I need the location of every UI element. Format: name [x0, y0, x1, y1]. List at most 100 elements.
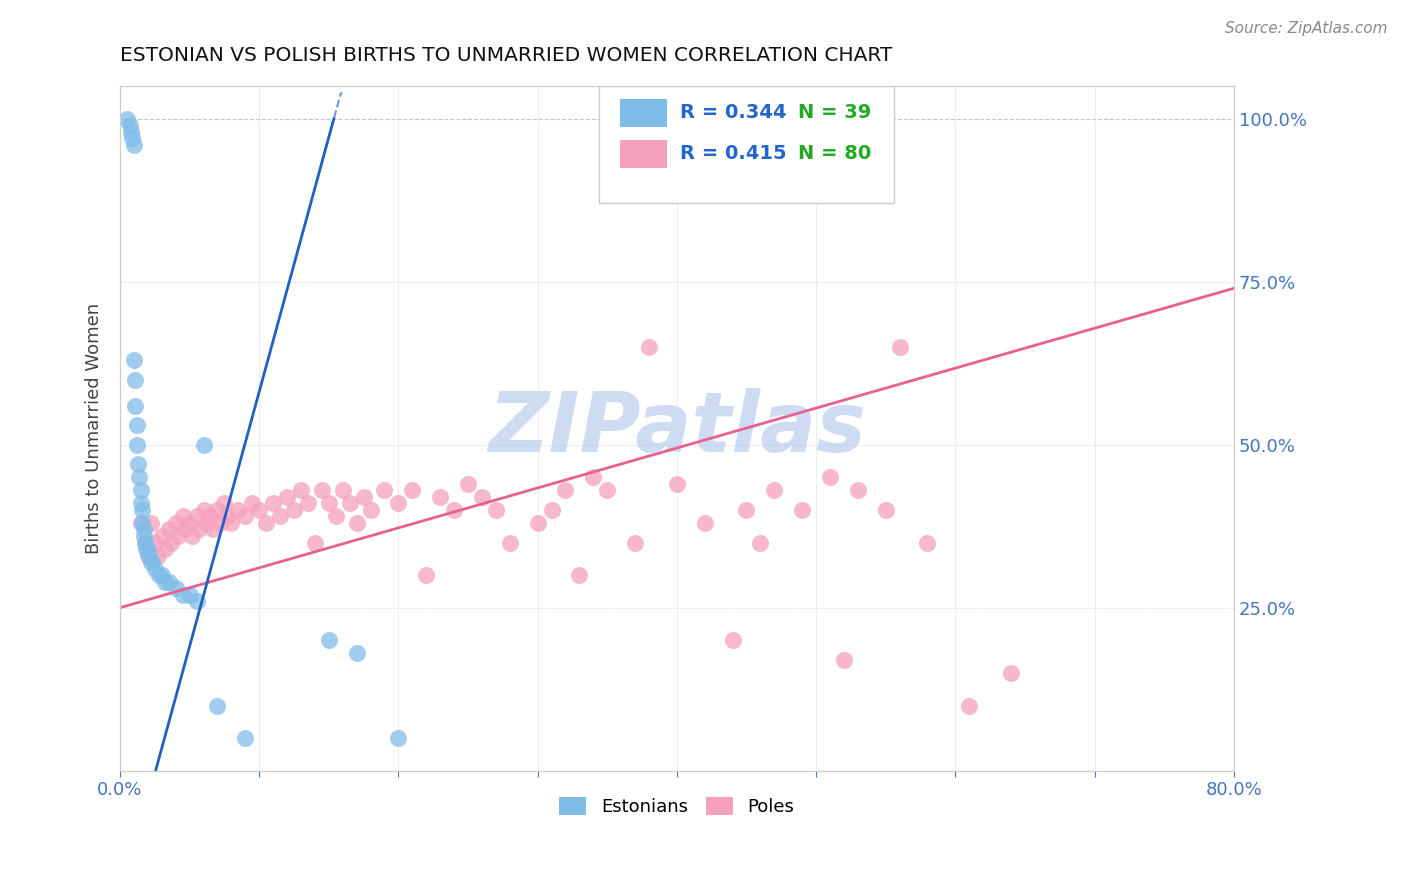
Point — [387, 731, 409, 745]
Point — [353, 490, 375, 504]
Point — [121, 131, 143, 145]
Point — [195, 516, 218, 530]
Point — [181, 529, 204, 543]
Point — [233, 731, 256, 745]
Point — [526, 516, 548, 530]
Point — [226, 503, 249, 517]
Point — [200, 509, 222, 524]
Point — [240, 496, 263, 510]
Point — [735, 503, 758, 517]
Point — [269, 509, 291, 524]
Point — [217, 509, 239, 524]
Point — [214, 496, 236, 510]
Point — [339, 496, 361, 510]
Point — [207, 503, 229, 517]
Point — [157, 574, 180, 589]
Point — [318, 496, 340, 510]
Point — [290, 483, 312, 498]
Point — [554, 483, 576, 498]
Point — [132, 523, 155, 537]
Point — [233, 509, 256, 524]
Y-axis label: Births to Unmarried Women: Births to Unmarried Women — [86, 303, 103, 554]
Point — [135, 542, 157, 557]
Point — [457, 476, 479, 491]
Point — [165, 581, 187, 595]
Point — [150, 568, 173, 582]
Point — [582, 470, 605, 484]
Text: R = 0.344: R = 0.344 — [681, 103, 787, 122]
Point — [160, 535, 183, 549]
Point — [179, 588, 201, 602]
Point — [638, 340, 661, 354]
Point — [143, 561, 166, 575]
Point — [262, 496, 284, 510]
Point — [186, 594, 208, 608]
Point — [875, 503, 897, 517]
Point — [318, 633, 340, 648]
Text: Source: ZipAtlas.com: Source: ZipAtlas.com — [1225, 21, 1388, 36]
Point — [132, 529, 155, 543]
Point — [193, 503, 215, 517]
Point — [311, 483, 333, 498]
Point — [387, 496, 409, 510]
Text: ZIPatlas: ZIPatlas — [488, 388, 866, 469]
FancyBboxPatch shape — [599, 87, 894, 202]
Point — [889, 340, 911, 354]
Point — [131, 516, 153, 530]
Point — [471, 490, 494, 504]
Point — [693, 516, 716, 530]
Point — [165, 516, 187, 530]
FancyBboxPatch shape — [620, 140, 666, 169]
Point — [297, 496, 319, 510]
Point — [325, 509, 347, 524]
Point — [125, 438, 148, 452]
Point — [415, 568, 437, 582]
Point — [254, 516, 277, 530]
Point — [131, 503, 153, 517]
Point — [122, 353, 145, 368]
Point — [115, 112, 138, 126]
Point — [763, 483, 786, 498]
Point — [1000, 665, 1022, 680]
Point — [118, 119, 141, 133]
Point — [721, 633, 744, 648]
Point — [120, 125, 142, 139]
Point — [157, 523, 180, 537]
Point — [141, 555, 163, 569]
Point — [346, 646, 368, 660]
Point — [429, 490, 451, 504]
Point — [128, 470, 150, 484]
Point — [846, 483, 869, 498]
Point — [139, 516, 162, 530]
Point — [146, 549, 169, 563]
Point — [134, 535, 156, 549]
Point — [373, 483, 395, 498]
Point — [749, 535, 772, 549]
Point — [143, 535, 166, 549]
Point — [124, 373, 146, 387]
Point — [792, 503, 814, 517]
Text: N = 39: N = 39 — [799, 103, 872, 122]
Point — [125, 418, 148, 433]
Point — [568, 568, 591, 582]
Point — [148, 568, 170, 582]
Point — [124, 399, 146, 413]
Point — [153, 542, 176, 557]
Point — [624, 535, 647, 549]
Point — [153, 574, 176, 589]
Point — [283, 503, 305, 517]
Point — [129, 516, 152, 530]
Point — [247, 503, 270, 517]
Point — [167, 529, 190, 543]
Point — [665, 476, 688, 491]
Point — [172, 509, 194, 524]
Text: N = 80: N = 80 — [799, 145, 872, 163]
Point — [122, 137, 145, 152]
Point — [138, 549, 160, 563]
Point — [129, 483, 152, 498]
Point — [832, 653, 855, 667]
Point — [957, 698, 980, 713]
Point — [186, 509, 208, 524]
Text: ESTONIAN VS POLISH BIRTHS TO UNMARRIED WOMEN CORRELATION CHART: ESTONIAN VS POLISH BIRTHS TO UNMARRIED W… — [120, 46, 893, 65]
Point — [818, 470, 841, 484]
